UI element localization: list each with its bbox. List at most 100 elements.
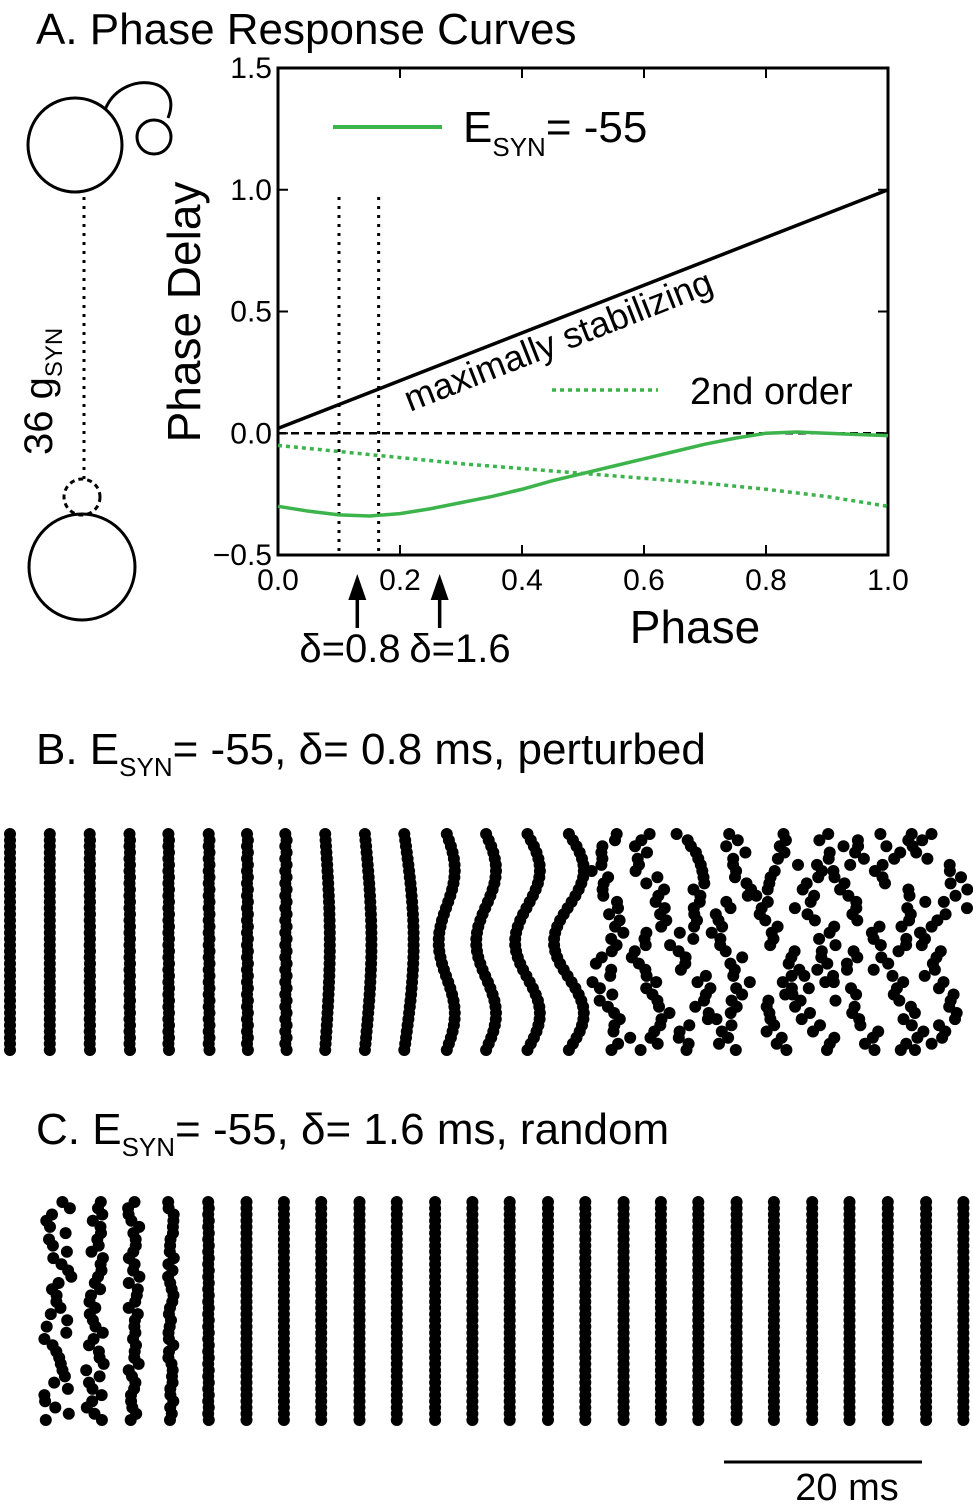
spike-dot <box>603 908 616 921</box>
spike-dot <box>771 852 784 865</box>
spike-dot <box>617 926 630 939</box>
spike-dot <box>562 1044 575 1056</box>
spike-dot <box>47 1252 60 1265</box>
spike-dot <box>609 920 622 933</box>
spike-dot <box>911 1031 924 1044</box>
spike-dot <box>828 871 841 884</box>
spike-dot <box>822 852 835 865</box>
spike-dot <box>920 1414 933 1426</box>
spike-dot <box>788 902 801 915</box>
spike-dot <box>806 1414 819 1426</box>
spike-dot <box>731 834 744 847</box>
spike-dot <box>804 895 817 908</box>
spike-dot <box>124 1414 137 1426</box>
spike-dot <box>792 858 804 871</box>
panel-a-title: A. Phase Response Curves <box>36 5 577 54</box>
spike-dot <box>823 926 836 939</box>
spike-dot <box>44 1220 56 1233</box>
spike-dot <box>96 1326 109 1339</box>
spike-dot <box>654 1414 667 1426</box>
spike-dot <box>857 852 870 865</box>
spike-dot <box>689 1000 702 1013</box>
spike-dot <box>736 988 749 1001</box>
spike-dot <box>61 1382 74 1395</box>
spike-dot <box>60 1326 73 1339</box>
spike-dot <box>910 846 923 859</box>
spike-dot <box>593 994 606 1007</box>
spike-dot <box>710 1013 723 1026</box>
spike-dot <box>640 969 653 982</box>
spike-dot <box>961 883 973 896</box>
panel-c-title-sub: SYN <box>121 1132 176 1162</box>
spike-dot <box>943 865 956 877</box>
spike-dot <box>724 1007 737 1019</box>
spike-dot <box>97 1357 110 1370</box>
spike-dot <box>867 963 880 976</box>
spike-dot <box>629 840 641 853</box>
spike-dot <box>841 963 853 976</box>
panel-c-title-main: C. E <box>36 1105 122 1154</box>
spike-dot <box>936 1031 949 1044</box>
spike-dot <box>673 926 686 939</box>
series-line-2 <box>277 188 889 431</box>
y-tick-label: −0.5 <box>213 539 272 572</box>
spike-dot <box>725 1019 738 1032</box>
spike-dot <box>909 1044 921 1056</box>
spike-dot <box>829 994 842 1007</box>
spike-dot <box>61 1314 74 1327</box>
spike-dot <box>915 939 928 952</box>
panel-b-title-rest: = -55, δ= 0.8 ms, perturbed <box>172 725 706 774</box>
spike-dot <box>760 1025 773 1038</box>
spike-dot <box>854 1019 867 1032</box>
spike-dot <box>95 1414 108 1426</box>
spike-dot <box>83 1339 95 1352</box>
spike-dot <box>687 932 700 945</box>
spike-dot <box>95 1389 108 1402</box>
synapse-dashed-terminal-icon <box>62 477 102 517</box>
spike-dot <box>65 1270 78 1283</box>
spike-dot <box>739 846 752 859</box>
spike-dot <box>579 1414 592 1426</box>
spike-dot <box>277 1414 290 1426</box>
diagonal-label: maximally stabilizing <box>398 261 718 419</box>
spike-dot <box>607 1025 620 1038</box>
spike-dot <box>811 963 824 976</box>
spike-dot <box>804 1007 816 1019</box>
spike-dot <box>96 1208 109 1221</box>
panel-b-title: B. ESYN= -55, δ= 0.8 ms, perturbed <box>36 725 706 781</box>
x-tick-label: 0.4 <box>501 564 543 597</box>
spike-dot <box>390 1414 403 1426</box>
spike-dot <box>93 1370 106 1383</box>
spike-dot <box>776 976 789 989</box>
spike-dot <box>957 1414 970 1426</box>
spike-dot <box>874 939 887 952</box>
spike-dot <box>834 883 847 896</box>
self-synapse-loop-icon <box>103 81 173 119</box>
neuron-top-icon <box>26 96 124 194</box>
spike-dot <box>680 1044 693 1056</box>
spike-dot <box>605 1044 618 1056</box>
spike-dot <box>164 1414 176 1426</box>
spike-dot <box>895 920 908 933</box>
spike-dot <box>949 1013 961 1026</box>
spike-dot <box>593 982 606 995</box>
spike-dot <box>4 1044 16 1056</box>
spike-dot <box>54 1301 67 1314</box>
delta-arrow-head-icon <box>348 574 367 600</box>
spike-dot <box>780 1044 793 1056</box>
x-tick-label: 1.0 <box>867 564 909 597</box>
spike-dot <box>908 1007 921 1019</box>
spike-dot <box>641 846 653 859</box>
spike-dot <box>597 889 610 902</box>
spike-dot <box>672 1031 685 1044</box>
spike-dot <box>692 1414 705 1426</box>
spike-dot <box>643 828 656 840</box>
spike-dot <box>639 939 652 952</box>
legend-label: ESYN= -55 <box>463 103 647 162</box>
delta-arrow-head-icon <box>430 574 449 600</box>
spike-dot <box>319 1044 332 1056</box>
spike-dot <box>132 1357 145 1370</box>
circuit-label: 36 gSYN <box>17 328 68 455</box>
spike-dot <box>655 920 668 933</box>
